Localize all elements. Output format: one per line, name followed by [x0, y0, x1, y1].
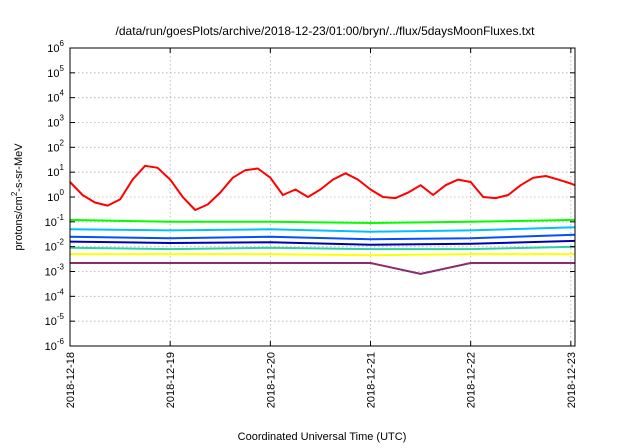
- x-tick-label: 2018-12-20: [265, 352, 277, 408]
- x-tick-label: 2018-12-23: [566, 352, 578, 408]
- y-tick-label: 101: [47, 163, 64, 179]
- y-tick-label: 104: [47, 89, 64, 105]
- x-tick-label: 2018-12-22: [466, 352, 478, 408]
- series-line-1: [69, 164, 576, 211]
- x-tick-label: 2018-12-21: [365, 352, 377, 408]
- y-tick-label: 100: [47, 188, 64, 204]
- series-layer: [69, 164, 576, 275]
- series-line-8: [70, 262, 575, 275]
- y-axis-label: protons/cm2-s-sr-MeV: [10, 143, 25, 251]
- series-line-4: [69, 233, 576, 241]
- y-tick-label: 10-2: [45, 238, 65, 254]
- x-tick-label: 2018-12-18: [65, 352, 77, 408]
- y-tick-label: 10-6: [45, 337, 65, 353]
- y-tick-label: 10-5: [45, 312, 65, 328]
- x-tick-label: 2018-12-19: [165, 352, 177, 408]
- tick-layer: [69, 47, 575, 347]
- y-tick-label: 10-3: [45, 263, 65, 279]
- series-line-3: [69, 226, 576, 233]
- y-tick-label: 10-4: [45, 287, 65, 303]
- x-tick-labels: 2018-12-18 2018-12-19 2018-12-20 2018-12-21…: [65, 352, 578, 408]
- series-line-6: [69, 245, 576, 251]
- y-tick-label: 10-1: [45, 213, 65, 229]
- chart-title: /data/run/goesPlots/archive/2018-12-23/0…: [116, 24, 536, 38]
- y-tick-labels: 106 105 104 103 102 101 100 10-1 10-2 10-3 10-4 10-…: [45, 39, 65, 353]
- series-line-7: [70, 253, 575, 257]
- y-tick-label: 105: [47, 64, 64, 80]
- series-line-5: [69, 239, 576, 246]
- y-tick-label: 102: [47, 138, 64, 154]
- series-line-2: [69, 218, 576, 224]
- y-tick-label: 103: [47, 114, 64, 130]
- y-tick-label: 106: [47, 39, 64, 55]
- x-axis-label: Coordinated Universal Time (UTC): [238, 431, 407, 443]
